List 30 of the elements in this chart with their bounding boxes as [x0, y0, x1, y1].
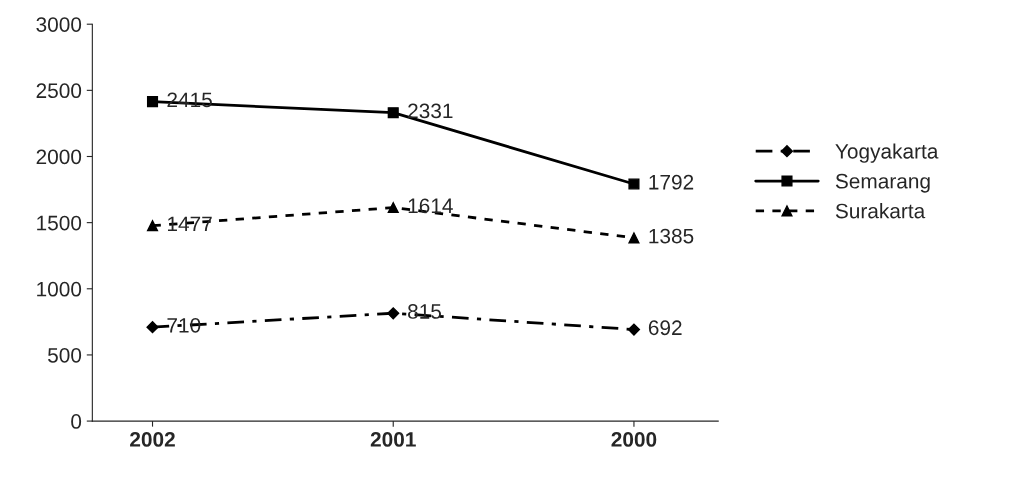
- point: [387, 307, 400, 320]
- y-tick-label: 1500: [37, 215, 82, 231]
- data-label: 692: [648, 320, 682, 336]
- data-label: 815: [408, 304, 442, 319]
- point: [387, 202, 399, 214]
- data-label: 710: [167, 317, 201, 333]
- legend-label: Semarang: [835, 173, 930, 193]
- y-tick-label: 2000: [36, 149, 82, 165]
- legend-label: Yogyakarta: [835, 143, 939, 163]
- point: [628, 232, 640, 244]
- data-label: 1477: [168, 216, 212, 232]
- data-label: 1792: [649, 174, 694, 190]
- point: [146, 96, 159, 108]
- legend-label: Surakarta: [835, 203, 926, 219]
- data-label: 1614: [408, 198, 453, 214]
- point: [146, 321, 159, 334]
- x-tick-label: 2001: [370, 432, 416, 447]
- x-tick-label: 2002: [130, 432, 175, 447]
- y-tick-label: 2500: [36, 83, 82, 99]
- data-label: 2331: [408, 103, 453, 119]
- point: [628, 178, 640, 190]
- point: [146, 220, 159, 232]
- y-tick-label: 1000: [37, 281, 82, 297]
- point: [627, 323, 641, 336]
- point: [387, 107, 399, 119]
- y-tick-label: 3000: [36, 17, 82, 32]
- data-label: 1385: [649, 228, 694, 244]
- y-tick-label: 500: [48, 347, 82, 363]
- x-tick-label: 2000: [611, 432, 657, 447]
- y-tick-label: 0: [71, 414, 82, 429]
